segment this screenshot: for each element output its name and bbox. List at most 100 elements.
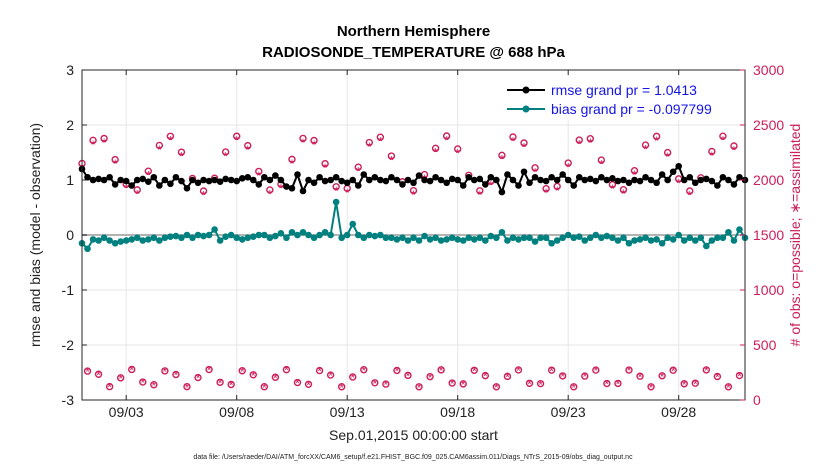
obs-assimilated-point: * [627, 364, 632, 378]
rmse-point [620, 176, 627, 184]
obs-assimilated-point: * [339, 381, 344, 395]
obs-possible-point [304, 380, 313, 389]
obs-possible-point [376, 133, 385, 141]
obs-possible-point [238, 367, 246, 375]
obs-possible-point [614, 379, 622, 388]
obs-possible-point [326, 371, 335, 379]
obs-possible-point [713, 372, 722, 381]
y-right-tick-label: 2000 [753, 172, 784, 188]
obs-possible-point [592, 366, 600, 374]
rmse-point [581, 176, 589, 184]
obs-possible-point [542, 185, 550, 193]
obs-assimilated-point: * [516, 364, 521, 378]
bias-point [598, 234, 605, 242]
obs-possible-point [636, 372, 644, 380]
obs-possible-point [503, 372, 512, 381]
obs-assimilated-point: * [439, 364, 444, 378]
rmse-point [680, 176, 688, 184]
obs-possible-point [216, 378, 224, 386]
obs-possible-point [641, 141, 650, 149]
obs-assimilated-point: * [201, 188, 206, 202]
obs-assimilated-point: * [96, 368, 101, 382]
obs-assimilated-point: * [671, 364, 676, 378]
bias-point [575, 233, 583, 240]
bias-point [498, 228, 506, 236]
rmse-point [377, 176, 384, 184]
obs-possible-point [128, 365, 136, 374]
obs-assimilated-point: * [389, 153, 394, 167]
bias-point [316, 231, 323, 239]
rmse-point [310, 179, 318, 187]
rmse-point [139, 175, 147, 183]
rmse-point [482, 181, 489, 188]
rmse-point [366, 176, 373, 184]
obs-possible-point [387, 152, 396, 160]
y-tick-label: 3 [66, 62, 74, 78]
bias-point [603, 232, 611, 240]
obs-assimilated-point: * [665, 150, 670, 164]
bias-point [189, 234, 196, 242]
rmse-point [542, 177, 550, 185]
rmse-point [89, 176, 97, 184]
rmse-point [332, 173, 340, 181]
bias-point [338, 234, 345, 242]
obs-assimilated-point: * [295, 377, 300, 391]
obs-assimilated-point: * [455, 146, 460, 160]
bias-point [244, 234, 252, 242]
obs-assimilated-point: * [710, 149, 715, 163]
rmse-point [178, 177, 185, 185]
rmse-point [603, 176, 611, 184]
obs-assimilated-point: * [494, 381, 499, 395]
obs-assimilated-point: * [234, 134, 239, 148]
obs-assimilated-point: * [511, 134, 516, 148]
bias-point [587, 234, 594, 242]
bias-point [84, 245, 91, 253]
obs-assimilated-point: * [102, 136, 107, 150]
obs-possible-point [437, 366, 445, 374]
rmse-point [631, 176, 638, 184]
bias-point [183, 231, 191, 239]
obs-possible-point [442, 132, 451, 140]
bias-point [669, 236, 677, 243]
obs-possible-point [553, 182, 561, 191]
obs-possible-point [448, 379, 456, 387]
obs-possible-point [647, 383, 655, 391]
obs-possible-point [337, 383, 346, 391]
obs-assimilated-point: * [461, 378, 466, 392]
obs-assimilated-point: * [124, 182, 129, 196]
obs-assimilated-point: * [163, 365, 168, 379]
obs-possible-point [271, 373, 280, 381]
obs-assimilated-point: * [356, 165, 361, 179]
bias-point [725, 228, 732, 236]
obs-assimilated-point: * [179, 150, 184, 164]
rmse-point [222, 175, 229, 183]
bias-point [509, 234, 517, 242]
obs-possible-point [520, 139, 528, 147]
obs-possible-point [299, 134, 307, 143]
bias-point [305, 231, 312, 239]
obs-assimilated-point: * [273, 371, 278, 385]
legend-bias-marker [522, 105, 530, 113]
obs-assimilated-point: * [588, 136, 593, 150]
bias-point [161, 234, 169, 242]
legend-bias-label: bias grand pr = -0.097799 [551, 101, 712, 117]
bias-point [255, 231, 263, 239]
obs-assimilated-point: * [251, 369, 256, 383]
obs-assimilated-point: * [472, 364, 477, 378]
x-tick-label: 09/08 [219, 404, 254, 420]
bias-point [194, 231, 202, 239]
bias-point [89, 236, 97, 243]
obs-assimilated-point: * [240, 365, 245, 379]
obs-assimilated-point: * [151, 379, 156, 393]
rmse-point [703, 175, 710, 183]
obs-possible-point [426, 372, 434, 381]
obs-possible-point [680, 380, 688, 388]
rmse-point [261, 173, 268, 181]
obs-possible-point [498, 151, 506, 160]
rmse-point [509, 176, 517, 184]
bias-point [211, 226, 218, 233]
rmse-point [128, 182, 136, 189]
obs-assimilated-point: * [140, 376, 145, 390]
bias-point [354, 231, 362, 239]
obs-possible-point [105, 382, 114, 391]
